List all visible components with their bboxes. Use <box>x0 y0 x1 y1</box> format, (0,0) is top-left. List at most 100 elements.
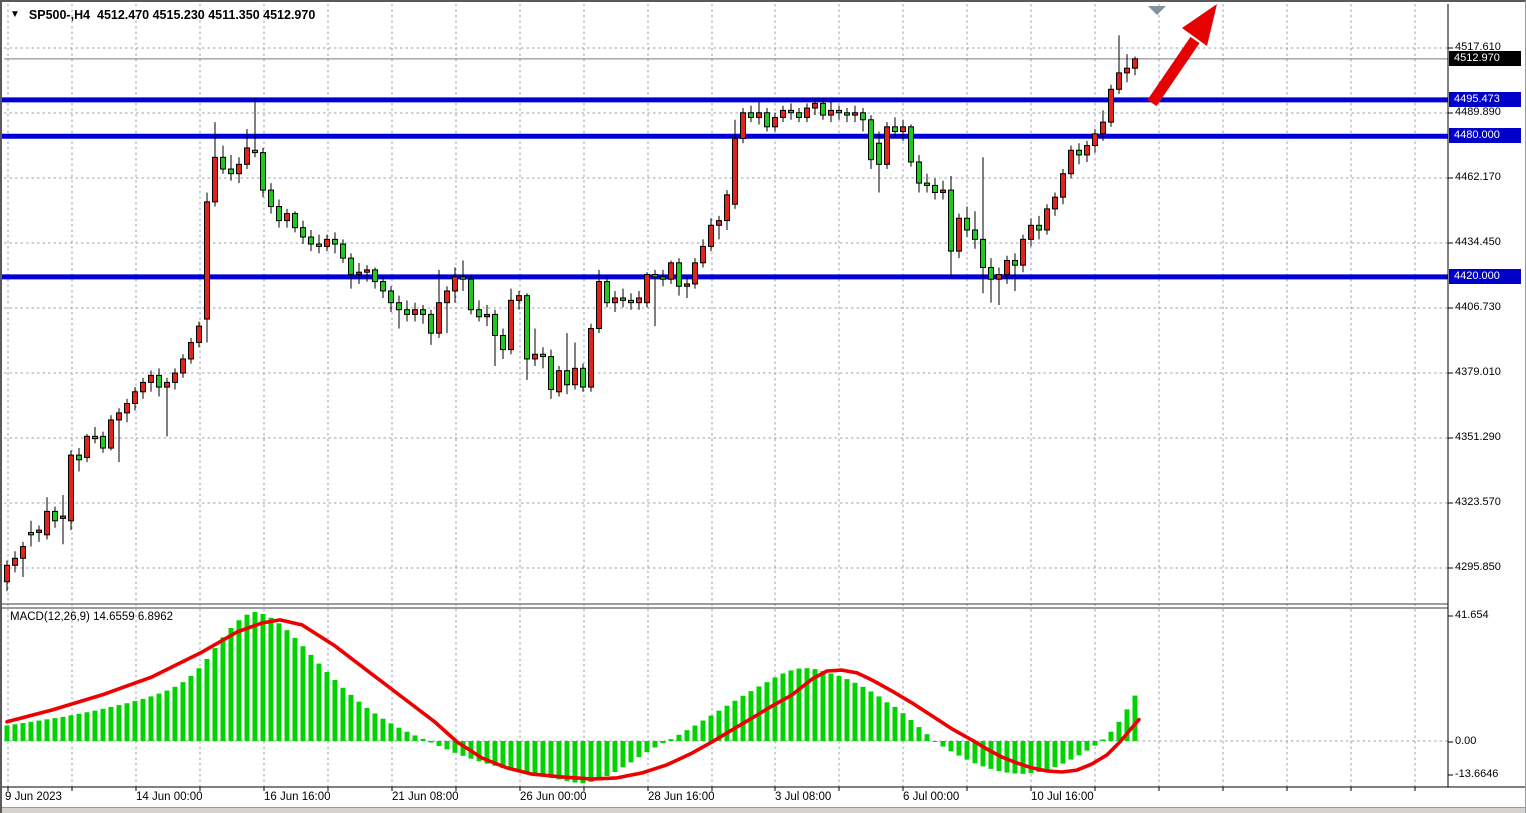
candle-body[interactable] <box>1028 224 1034 240</box>
candle-body[interactable] <box>20 546 26 559</box>
candle-body[interactable] <box>916 161 922 184</box>
candle-body[interactable] <box>500 335 506 351</box>
candle-body[interactable] <box>444 290 450 304</box>
candle-body[interactable] <box>476 309 482 318</box>
candle-body[interactable] <box>28 531 34 536</box>
candle-body[interactable] <box>100 435 106 449</box>
up-arrow-head-icon[interactable] <box>1182 4 1217 46</box>
candle-body[interactable] <box>1108 88 1114 123</box>
candle-body[interactable] <box>84 435 90 458</box>
candle-body[interactable] <box>652 274 658 278</box>
candle-body[interactable] <box>1124 67 1130 74</box>
candle-body[interactable] <box>1076 149 1082 156</box>
candle-body[interactable] <box>956 217 962 252</box>
candle-body[interactable] <box>196 325 202 344</box>
level-price-tag[interactable]: 4495.473 <box>1449 92 1521 107</box>
candle-body[interactable] <box>484 313 490 318</box>
candle-body[interactable] <box>628 299 634 304</box>
candle-body[interactable] <box>324 238 330 247</box>
candle-body[interactable] <box>684 283 690 287</box>
candle-body[interactable] <box>188 342 194 360</box>
candle-body[interactable] <box>932 184 938 193</box>
candle-body[interactable] <box>620 297 626 301</box>
candle-body[interactable] <box>292 213 298 229</box>
candle-body[interactable] <box>764 112 770 128</box>
candle-body[interactable] <box>708 224 714 247</box>
candle-body[interactable] <box>612 297 618 304</box>
candle-body[interactable] <box>1052 196 1058 210</box>
candle-body[interactable] <box>852 112 858 116</box>
candle-body[interactable] <box>1012 259 1018 266</box>
candle-body[interactable] <box>164 381 170 388</box>
candle-body[interactable] <box>948 189 954 252</box>
candle-body[interactable] <box>1084 145 1090 156</box>
candle-body[interactable] <box>340 243 346 259</box>
candle-body[interactable] <box>452 276 458 292</box>
candle-body[interactable] <box>564 370 570 386</box>
candle-body[interactable] <box>732 138 738 205</box>
candle-body[interactable] <box>388 290 394 304</box>
candle-body[interactable] <box>636 297 642 304</box>
candle-body[interactable] <box>1132 58 1138 69</box>
candle-body[interactable] <box>380 281 386 292</box>
candle-body[interactable] <box>596 281 602 329</box>
candle-body[interactable] <box>580 367 586 388</box>
candle-body[interactable] <box>772 116 778 128</box>
candle-body[interactable] <box>812 102 818 109</box>
candle-body[interactable] <box>796 112 802 118</box>
candle-body[interactable] <box>236 163 242 175</box>
candle-body[interactable] <box>204 201 210 320</box>
candle-body[interactable] <box>1004 259 1010 276</box>
candle-body[interactable] <box>524 295 530 360</box>
candle-body[interactable] <box>532 353 538 360</box>
candle-body[interactable] <box>1100 121 1106 135</box>
candle-body[interactable] <box>900 126 906 133</box>
candle-body[interactable] <box>156 374 162 388</box>
candle-body[interactable] <box>804 107 810 118</box>
candle-body[interactable] <box>996 274 1002 280</box>
candle-body[interactable] <box>748 112 754 118</box>
candle-body[interactable] <box>820 102 826 116</box>
candle-body[interactable] <box>172 372 178 383</box>
candle-body[interactable] <box>68 454 74 522</box>
candle-body[interactable] <box>308 236 314 245</box>
candle-body[interactable] <box>212 156 218 203</box>
candle-body[interactable] <box>148 374 154 383</box>
candle-body[interactable] <box>460 276 466 280</box>
candle-body[interactable] <box>260 152 266 191</box>
candle-body[interactable] <box>716 220 722 226</box>
candle-body[interactable] <box>356 271 362 276</box>
candle-body[interactable] <box>860 112 866 121</box>
candle-body[interactable] <box>724 194 730 222</box>
candle-body[interactable] <box>124 403 130 414</box>
level-price-tag[interactable]: 4420.000 <box>1449 269 1521 284</box>
candle-body[interactable] <box>76 454 82 461</box>
symbol-dropdown-icon[interactable]: ▼ <box>10 9 20 20</box>
candle-body[interactable] <box>1116 72 1122 90</box>
candle-body[interactable] <box>428 313 434 334</box>
candle-body[interactable] <box>1044 208 1050 231</box>
candle-body[interactable] <box>52 510 58 522</box>
candle-body[interactable] <box>988 267 994 280</box>
candle-body[interactable] <box>892 126 898 133</box>
level-price-tag[interactable]: 4480.000 <box>1449 128 1521 143</box>
chart-shift-marker-icon[interactable] <box>1148 6 1166 15</box>
candle-body[interactable] <box>788 109 794 114</box>
candle-body[interactable] <box>972 229 978 240</box>
candle-body[interactable] <box>828 109 834 116</box>
candle-body[interactable] <box>836 109 842 114</box>
candle-body[interactable] <box>492 313 498 337</box>
candle-body[interactable] <box>556 370 562 393</box>
candle-body[interactable] <box>884 126 890 165</box>
candle-body[interactable] <box>92 435 98 440</box>
up-arrow-shaft[interactable] <box>1147 36 1200 107</box>
candle-body[interactable] <box>60 515 66 519</box>
candle-body[interactable] <box>316 243 322 247</box>
candle-body[interactable] <box>660 276 666 280</box>
candle-body[interactable] <box>588 327 594 388</box>
candle-body[interactable] <box>508 299 514 351</box>
candle-body[interactable] <box>700 245 706 264</box>
candle-body[interactable] <box>12 557 18 566</box>
candle-body[interactable] <box>740 112 746 140</box>
